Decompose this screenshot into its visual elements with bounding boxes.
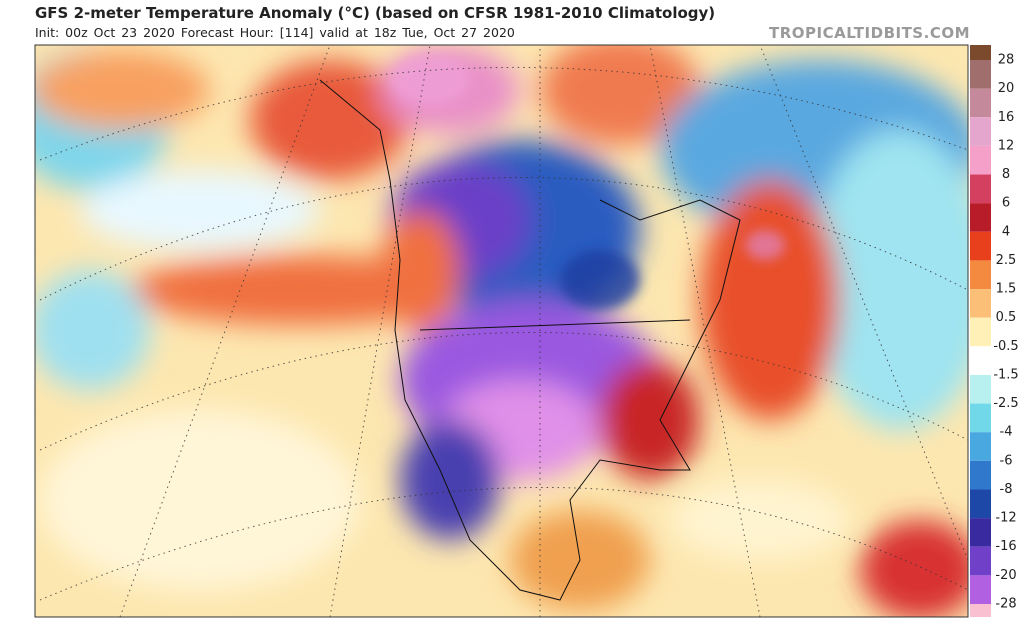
colorbar-bin (970, 518, 991, 547)
colorbar-label: -28 (995, 597, 1016, 612)
colorbar-bin (970, 489, 991, 519)
colorbar-label: -1.5 (993, 367, 1018, 382)
colorbar-label: 20 (998, 81, 1015, 96)
colorbar-label: 8 (1002, 167, 1010, 182)
title: GFS 2-meter Temperature Anomaly (°C) (ba… (35, 4, 716, 22)
colorbar-bin (970, 546, 991, 576)
colorbar-bin (970, 460, 991, 490)
colorbar-bin (970, 604, 991, 617)
colorbar-bin (970, 203, 991, 232)
colorbar-bin (970, 432, 991, 461)
colorbar-label: 1.5 (996, 282, 1017, 297)
site-credit: TROPICALTIDBITS.COM (769, 24, 970, 42)
colorbar-bin (970, 575, 991, 604)
colorbar-bin (970, 88, 991, 118)
anomaly-field (35, 45, 968, 617)
colorbar-label: -12 (995, 511, 1016, 526)
subtitle: Init: 00z Oct 23 2020 Forecast Hour: [11… (35, 25, 515, 40)
colorbar-bin (970, 374, 991, 404)
colorbar-label: 12 (998, 138, 1015, 153)
colorbar-bin (970, 403, 991, 433)
colorbar-bin (970, 117, 991, 146)
colorbar-bin (970, 346, 991, 375)
colorbar-bin (970, 145, 991, 175)
graticule (39, 45, 968, 617)
colorbar-label: 6 (1002, 196, 1010, 211)
colorbar-label: -2.5 (993, 396, 1018, 411)
colorbar-label: -16 (995, 539, 1016, 554)
coastlines (319, 79, 741, 601)
colorbar-label: 4 (1002, 224, 1010, 239)
colorbar-label: 28 (998, 53, 1015, 68)
colorbar-label: -8 (1000, 482, 1013, 497)
colorbar-label: -0.5 (993, 339, 1018, 354)
map-frame (34, 44, 969, 618)
colorbar-label: -20 (995, 568, 1016, 583)
colorbar-bin (970, 260, 991, 290)
colorbar: 28 20 16 12 8 6 4 2.5 1.5 0.5 -0.5 -1.5 -2.5 -4 -6 -8 -1… (970, 45, 1019, 617)
colorbar-label: 16 (998, 110, 1015, 125)
colorbar-label: -6 (1000, 453, 1013, 468)
colorbar-bin (970, 317, 991, 347)
colorbar-bin (970, 289, 991, 318)
colorbar-bin (970, 60, 991, 89)
colorbar-bin (970, 174, 991, 204)
colorbar-label: -4 (1000, 425, 1013, 440)
colorbar-label: 0.5 (996, 310, 1017, 325)
colorbar-label: 2.5 (996, 253, 1017, 268)
colorbar-bin (970, 231, 991, 261)
colorbar-bin (970, 45, 991, 60)
